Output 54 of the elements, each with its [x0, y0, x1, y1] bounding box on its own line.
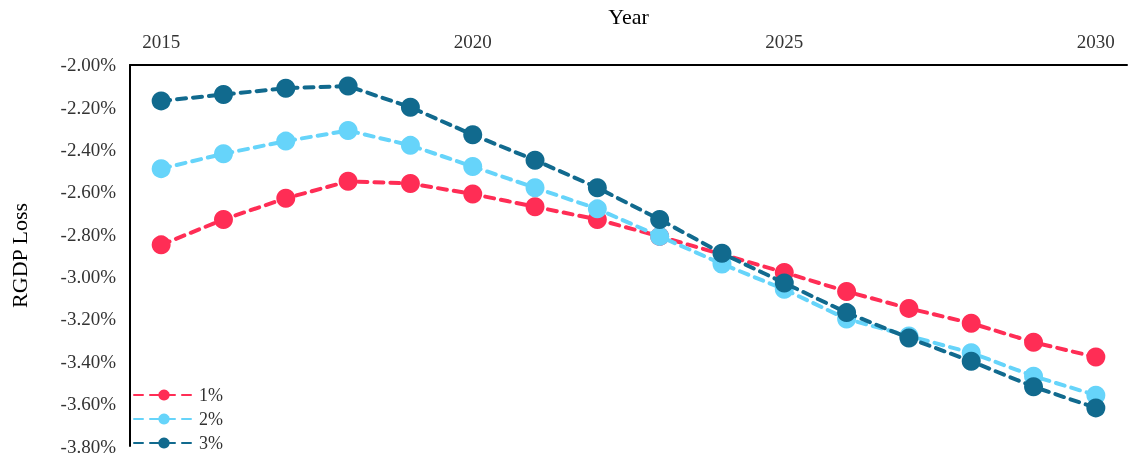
y-tick-label: -3.40%: [60, 350, 117, 372]
x-tick-label: 2020: [453, 30, 492, 52]
point: [338, 171, 358, 191]
point: [276, 188, 296, 208]
point: [961, 313, 981, 333]
point: [463, 125, 483, 145]
point: [213, 85, 233, 105]
point: [276, 131, 296, 151]
y-tick-label: -2.40%: [60, 139, 117, 161]
x-tick-label: 2015: [142, 30, 181, 52]
point: [463, 184, 483, 204]
point: [1024, 332, 1044, 352]
x-tick-label: 2025: [765, 30, 804, 52]
point: [338, 121, 358, 141]
point: [525, 197, 545, 217]
point: [276, 78, 296, 98]
y-tick-label: -2.60%: [60, 181, 117, 203]
point: [213, 209, 233, 229]
point: [899, 298, 919, 318]
point: [774, 273, 794, 293]
point: [1086, 347, 1106, 367]
y-axis-title: RGDP Loss: [6, 202, 32, 308]
point: [1086, 398, 1106, 418]
point: [400, 97, 420, 117]
legend-label: 1%: [199, 385, 223, 405]
point: [1024, 377, 1044, 397]
y-tick-label: -3.00%: [60, 266, 117, 288]
y-tick-label: -2.00%: [60, 54, 117, 76]
y-tick-label: -2.20%: [60, 96, 117, 118]
point: [837, 281, 857, 301]
point: [712, 243, 732, 263]
y-tick-label: -3.60%: [60, 393, 117, 415]
point: [587, 199, 607, 219]
x-tick-label: 2030: [1076, 30, 1115, 52]
y-tick-label: -3.80%: [60, 435, 117, 457]
point: [587, 178, 607, 198]
point: [338, 76, 358, 96]
x-axis-title: Year: [608, 3, 650, 29]
point: [213, 144, 233, 164]
point: [525, 178, 545, 198]
point: [650, 209, 670, 229]
point: [400, 173, 420, 193]
legend-label: 2%: [199, 409, 223, 429]
point: [400, 135, 420, 155]
point: [463, 157, 483, 177]
legend-label: 3%: [199, 433, 223, 453]
y-tick-label: -3.20%: [60, 308, 117, 330]
point: [151, 235, 171, 255]
point: [961, 351, 981, 371]
point: [151, 91, 171, 111]
point: [837, 303, 857, 323]
point: [525, 150, 545, 170]
point: [151, 159, 171, 179]
y-tick-label: -2.80%: [60, 223, 117, 245]
